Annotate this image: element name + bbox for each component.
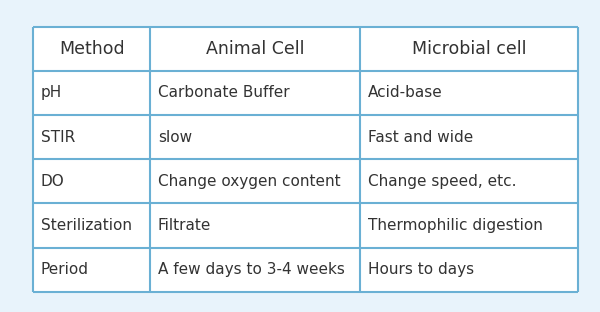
Text: slow: slow xyxy=(158,129,192,144)
Text: A few days to 3-4 weeks: A few days to 3-4 weeks xyxy=(158,262,345,277)
Text: DO: DO xyxy=(41,174,65,189)
Text: Method: Method xyxy=(59,40,124,58)
Text: Carbonate Buffer: Carbonate Buffer xyxy=(158,85,290,100)
Text: Hours to days: Hours to days xyxy=(368,262,474,277)
FancyBboxPatch shape xyxy=(33,27,578,292)
Text: STIR: STIR xyxy=(41,129,75,144)
Text: Fast and wide: Fast and wide xyxy=(368,129,473,144)
Text: Period: Period xyxy=(41,262,89,277)
Text: Acid-base: Acid-base xyxy=(368,85,442,100)
Text: Change speed, etc.: Change speed, etc. xyxy=(368,174,516,189)
Text: Thermophilic digestion: Thermophilic digestion xyxy=(368,218,542,233)
Text: Microbial cell: Microbial cell xyxy=(412,40,526,58)
Text: Filtrate: Filtrate xyxy=(158,218,211,233)
Text: pH: pH xyxy=(41,85,62,100)
Text: Sterilization: Sterilization xyxy=(41,218,132,233)
Text: Change oxygen content: Change oxygen content xyxy=(158,174,341,189)
Text: Animal Cell: Animal Cell xyxy=(206,40,304,58)
